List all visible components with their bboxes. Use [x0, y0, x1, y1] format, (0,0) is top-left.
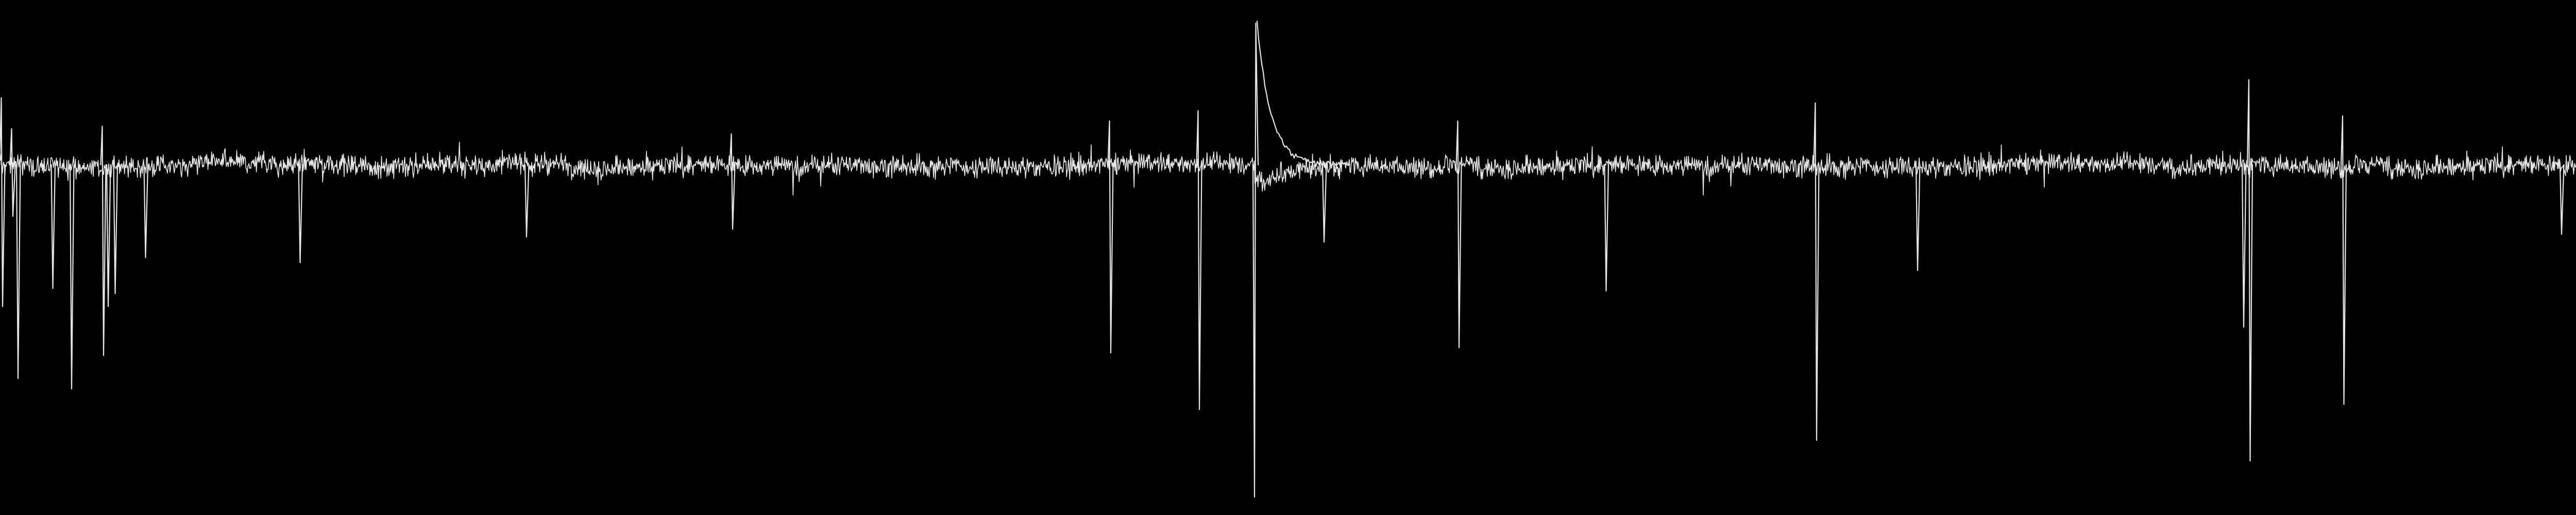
spike-event-13	[1107, 120, 1114, 354]
spike-event-19	[1813, 102, 1820, 441]
spike-event-21	[2241, 164, 2247, 328]
spike-event-11	[524, 164, 530, 238]
spike-event-9	[143, 164, 149, 259]
spike-event-2	[9, 128, 16, 217]
spike-decay-tail	[1256, 21, 1351, 168]
signal-trace	[0, 142, 2576, 196]
spike-event-23	[2340, 115, 2347, 405]
spike-event-17	[1455, 120, 1462, 349]
spike-event-10	[298, 164, 303, 264]
spike-event-15	[1252, 22, 1259, 498]
spike-event-16	[1321, 164, 1327, 243]
spike-event-8	[113, 164, 118, 295]
spike-event-18	[1604, 164, 1609, 292]
spike-event-4	[50, 164, 56, 289]
spike-event-22	[2246, 79, 2253, 462]
spike-event-5	[69, 164, 75, 390]
spike-event-12	[729, 133, 736, 230]
spike-event-7	[106, 164, 111, 307]
spike-event-1	[0, 97, 6, 307]
spike-layer	[0, 21, 2565, 498]
spike-event-20	[1915, 164, 1921, 271]
spike-event-24	[2559, 164, 2565, 235]
spike-event-14	[1196, 110, 1202, 410]
spike-event-6	[100, 125, 107, 356]
spike-event-3	[15, 164, 21, 380]
